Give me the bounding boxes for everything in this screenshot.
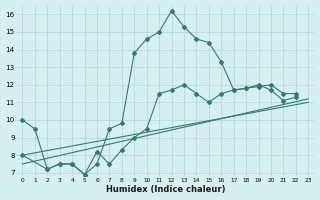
X-axis label: Humidex (Indice chaleur): Humidex (Indice chaleur) xyxy=(106,185,225,194)
